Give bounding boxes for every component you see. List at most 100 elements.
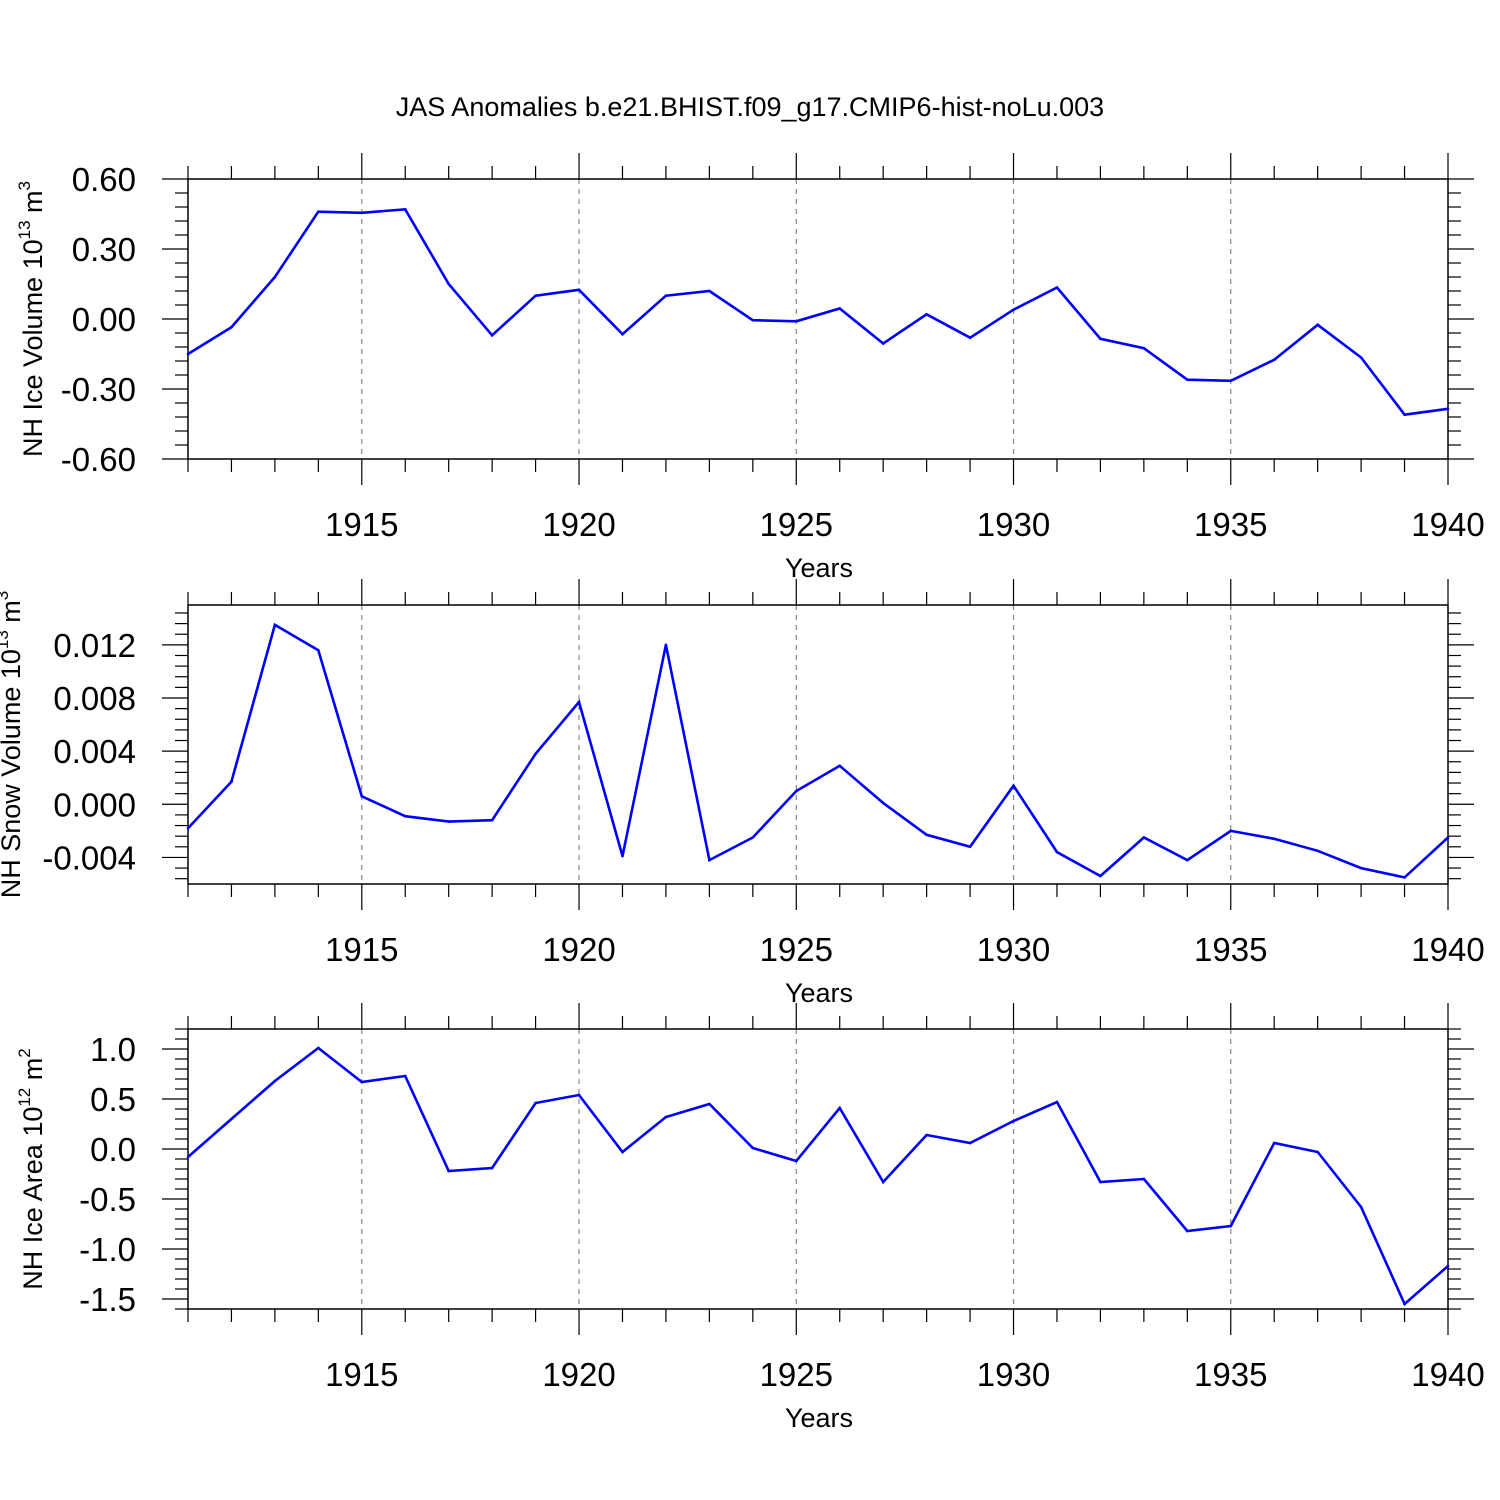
data-point bbox=[838, 307, 842, 310]
y-tick-label: -0.004 bbox=[42, 839, 136, 876]
x-axis-label: Years bbox=[785, 1403, 853, 1433]
x-tick-label: 1940 bbox=[1411, 931, 1484, 968]
data-point bbox=[1446, 1264, 1450, 1268]
data-point bbox=[403, 814, 407, 818]
data-point bbox=[317, 1046, 320, 1050]
plot-frame bbox=[187, 178, 1449, 460]
y-axis-label-unit: m bbox=[0, 600, 26, 630]
y-tick-label: 0.00 bbox=[72, 301, 136, 338]
data-point bbox=[751, 1146, 755, 1150]
y-tick-label: -0.60 bbox=[61, 441, 136, 478]
data-point bbox=[1229, 379, 1233, 383]
data-point bbox=[1142, 836, 1146, 839]
data-point bbox=[1186, 1229, 1189, 1233]
data-point bbox=[1012, 1119, 1015, 1123]
x-tick-label: 1920 bbox=[542, 931, 615, 968]
x-tick-label: 1930 bbox=[977, 1356, 1050, 1393]
y-axis-label-unit-exponent: 3 bbox=[0, 591, 12, 600]
data-point bbox=[1316, 323, 1319, 327]
data-point bbox=[273, 275, 277, 279]
data-point bbox=[881, 1180, 885, 1184]
y-axis-label-text: NH Ice Volume 10 bbox=[18, 239, 48, 457]
data-point bbox=[1403, 876, 1406, 879]
data-point bbox=[1099, 1180, 1102, 1184]
data-point bbox=[577, 700, 581, 704]
data-point bbox=[621, 854, 624, 858]
data-point bbox=[1099, 874, 1102, 878]
x-tick-label: 1920 bbox=[542, 506, 615, 543]
y-tick-label: 0.60 bbox=[72, 161, 136, 198]
data-point bbox=[1099, 337, 1102, 341]
data-point bbox=[838, 1106, 842, 1110]
y-axis-label-text: NH Ice Area 10 bbox=[18, 1107, 48, 1290]
data-point bbox=[968, 1141, 972, 1145]
data-point bbox=[968, 845, 972, 849]
data-point bbox=[1055, 286, 1059, 289]
data-point bbox=[1359, 1205, 1363, 1209]
series-line bbox=[187, 1046, 1449, 1307]
data-point bbox=[403, 208, 407, 211]
y-axis-label-unit: m bbox=[18, 1058, 48, 1088]
panel-ice-area: 1915 1920 1925 1930 1935 1940 Years -1.5 -1.0 -0.… bbox=[15, 1003, 1485, 1433]
data-point bbox=[1012, 784, 1015, 787]
data-point bbox=[186, 826, 190, 830]
data-point bbox=[838, 764, 842, 768]
y-tick-label: 0.5 bbox=[90, 1081, 136, 1118]
data-point bbox=[273, 623, 277, 627]
y-tick-label: -1.0 bbox=[79, 1231, 136, 1268]
y-axis-label-exponent: 13 bbox=[15, 220, 34, 239]
y-axis-label-unit-exponent: 3 bbox=[15, 181, 34, 190]
data-point bbox=[1272, 837, 1276, 841]
x-tick-label: 1930 bbox=[977, 931, 1050, 968]
data-point bbox=[534, 752, 537, 756]
data-point bbox=[490, 818, 494, 822]
data-point bbox=[534, 294, 537, 297]
data-point bbox=[186, 352, 190, 356]
x-axis-label: Years bbox=[785, 978, 853, 1008]
data-point bbox=[1142, 346, 1146, 350]
data-point bbox=[534, 1101, 537, 1105]
y-tick-label: -0.30 bbox=[61, 371, 136, 408]
data-point bbox=[577, 288, 581, 292]
y-axis-label-exponent: 12 bbox=[15, 1088, 34, 1107]
x-tick-label: 1935 bbox=[1194, 506, 1267, 543]
data-point bbox=[664, 1115, 668, 1119]
y-axis-label: NH Ice Volume 1013 m3 bbox=[15, 181, 48, 457]
data-point bbox=[1142, 1177, 1146, 1181]
data-point bbox=[925, 313, 928, 316]
data-point bbox=[708, 858, 711, 862]
data-point bbox=[1272, 1141, 1276, 1145]
y-tick-label: 0.004 bbox=[53, 733, 136, 770]
data-point bbox=[1403, 1302, 1406, 1306]
data-point bbox=[403, 1074, 407, 1078]
y-tick-label: -1.5 bbox=[79, 1281, 136, 1318]
y-axis-label-text: NH Snow Volume 10 bbox=[0, 649, 26, 898]
data-point bbox=[794, 789, 798, 793]
y-axis-label-exponent: 13 bbox=[0, 630, 12, 649]
data-point bbox=[230, 780, 233, 783]
data-point bbox=[1316, 849, 1319, 853]
data-point bbox=[925, 1133, 928, 1137]
data-point bbox=[230, 325, 233, 329]
data-point bbox=[1229, 1224, 1233, 1228]
data-point bbox=[1186, 378, 1189, 381]
x-tick-label: 1940 bbox=[1411, 506, 1484, 543]
x-tick-label: 1935 bbox=[1194, 931, 1267, 968]
data-point bbox=[490, 1166, 494, 1170]
y-tick-label: 0.012 bbox=[53, 627, 136, 664]
data-point bbox=[664, 643, 668, 647]
plot-frame bbox=[187, 604, 1449, 885]
x-tick-label: 1920 bbox=[542, 1356, 615, 1393]
data-point bbox=[1446, 836, 1450, 839]
data-point bbox=[1446, 407, 1450, 411]
plot-frame bbox=[187, 1028, 1449, 1310]
data-point bbox=[925, 833, 928, 837]
data-point bbox=[664, 294, 668, 297]
y-axis-label: NH Ice Area 1012 m2 bbox=[15, 1048, 48, 1289]
x-tick-label: 1925 bbox=[760, 506, 833, 543]
data-point bbox=[317, 210, 320, 213]
data-point bbox=[447, 1169, 450, 1173]
data-point bbox=[447, 820, 450, 823]
x-tick-label: 1915 bbox=[325, 506, 398, 543]
